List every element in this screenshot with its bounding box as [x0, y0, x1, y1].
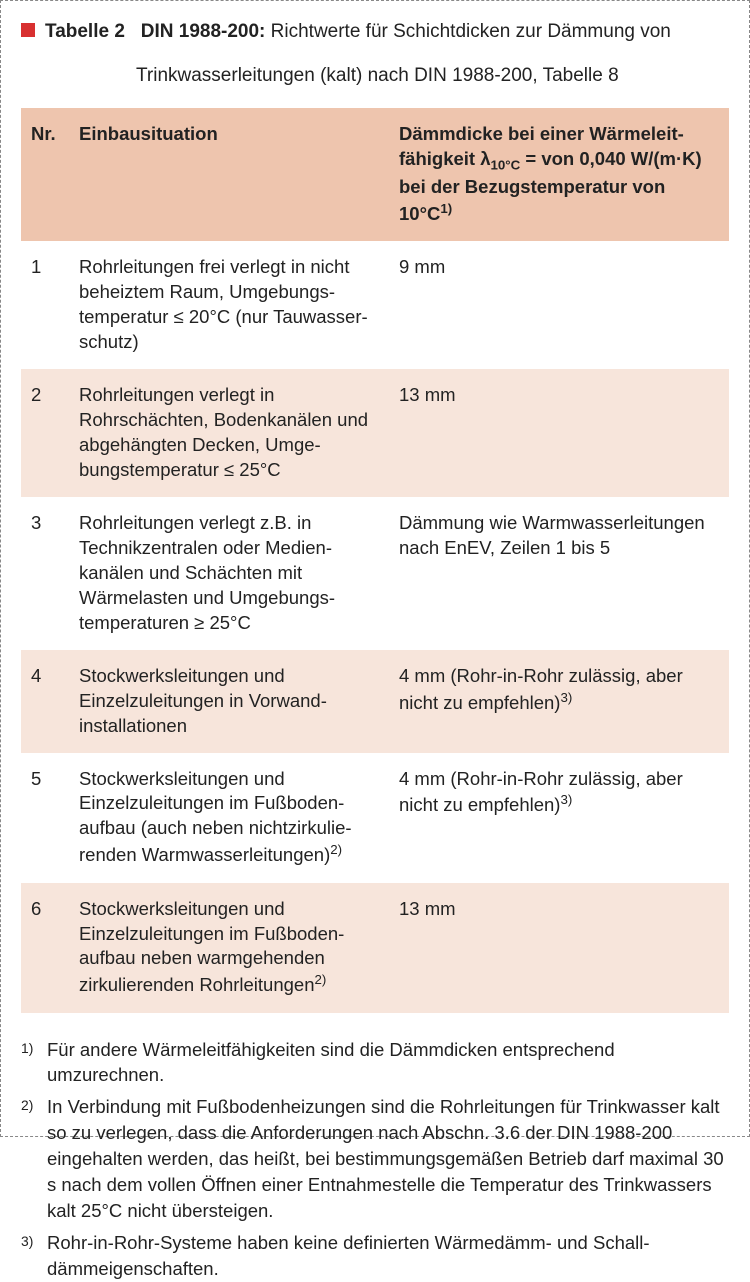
cell-nr: 4: [21, 650, 69, 753]
cell-situation: Stockwerksleitungen und Einzelzuleitunge…: [69, 650, 389, 753]
title-description-2: Trinkwasserleitungen (kalt) nach DIN 198…: [136, 63, 729, 89]
header-nr: Nr.: [21, 108, 69, 241]
footnote-text: Rohr-in-Rohr-Systeme haben keine definie…: [47, 1230, 729, 1282]
cell-situation: Stockwerksleitungen und Einzelzuleitunge…: [69, 883, 389, 1013]
table-row: 5 Stockwerksleitungen und Einzelzuleitun…: [21, 753, 729, 883]
cell-nr: 3: [21, 497, 69, 650]
cell-thickness: 13 mm: [389, 369, 729, 497]
header-thickness: Dämmdicke bei einer Wärmeleit- fähigkeit…: [389, 108, 729, 241]
table-row: 3 Rohrleitungen verlegt z.B. in Technikz…: [21, 497, 729, 650]
insulation-table: Nr. Einbausituation Dämmdicke bei einer …: [21, 108, 729, 1012]
header-situation: Einbausituation: [69, 108, 389, 241]
cell-situation: Stockwerksleitungen und Einzelzuleitunge…: [69, 753, 389, 883]
footnotes: 1) Für andere Wärmeleitfähigkeiten sind …: [21, 1037, 729, 1282]
title-text: Tabelle 2 DIN 1988-200: Richtwerte für S…: [45, 19, 671, 45]
footnote-text: Für andere Wärmeleitfähigkeiten sind die…: [47, 1037, 729, 1089]
footnote: 1) Für andere Wärmeleitfähigkeiten sind …: [21, 1037, 729, 1089]
table-header-row: Nr. Einbausituation Dämmdicke bei einer …: [21, 108, 729, 241]
table-row: 1 Rohrleitungen frei verlegt in nicht be…: [21, 241, 729, 369]
cell-situation: Rohrleitungen verlegt z.B. in Technikzen…: [69, 497, 389, 650]
cell-thickness: 4 mm (Rohr-in-Rohr zulässig, aber nicht …: [389, 753, 729, 883]
cell-thickness: 4 mm (Rohr-in-Rohr zulässig, aber nicht …: [389, 650, 729, 753]
bullet-square-icon: [21, 23, 35, 37]
cell-nr: 1: [21, 241, 69, 369]
cell-nr: 5: [21, 753, 69, 883]
footnote-text: In Verbindung mit Fußbodenheizungen sind…: [47, 1094, 729, 1223]
table-row: 2 Rohrleitungen verlegt in Rohrschächten…: [21, 369, 729, 497]
standard-name: DIN 1988-200:: [141, 21, 266, 42]
cell-thickness: 9 mm: [389, 241, 729, 369]
cell-situation: Rohrleitungen verlegt in Rohrschächten, …: [69, 369, 389, 497]
footnote-marker: 2): [21, 1094, 47, 1223]
footnote-marker: 3): [21, 1230, 47, 1282]
cell-thickness: 13 mm: [389, 883, 729, 1013]
table-row: 4 Stockwerksleitungen und Einzelzuleitun…: [21, 650, 729, 753]
footnote-marker: 1): [21, 1037, 47, 1089]
cell-thickness: Dämmung wie Warmwasserleitungen nach EnE…: [389, 497, 729, 650]
cell-nr: 2: [21, 369, 69, 497]
title-description-1: Richtwerte für Schichtdicken zur Dämmung…: [271, 21, 671, 42]
table-row: 6 Stockwerksleitungen und Einzelzuleitun…: [21, 883, 729, 1013]
title-row: Tabelle 2 DIN 1988-200: Richtwerte für S…: [21, 19, 729, 45]
footnote: 2) In Verbindung mit Fußbodenheizungen s…: [21, 1094, 729, 1223]
document-frame: Tabelle 2 DIN 1988-200: Richtwerte für S…: [0, 0, 750, 1137]
cell-situation: Rohrleitungen frei verlegt in nicht behe…: [69, 241, 389, 369]
table-label: Tabelle 2: [45, 21, 125, 42]
cell-nr: 6: [21, 883, 69, 1013]
footnote: 3) Rohr-in-Rohr-Systeme haben keine defi…: [21, 1230, 729, 1282]
